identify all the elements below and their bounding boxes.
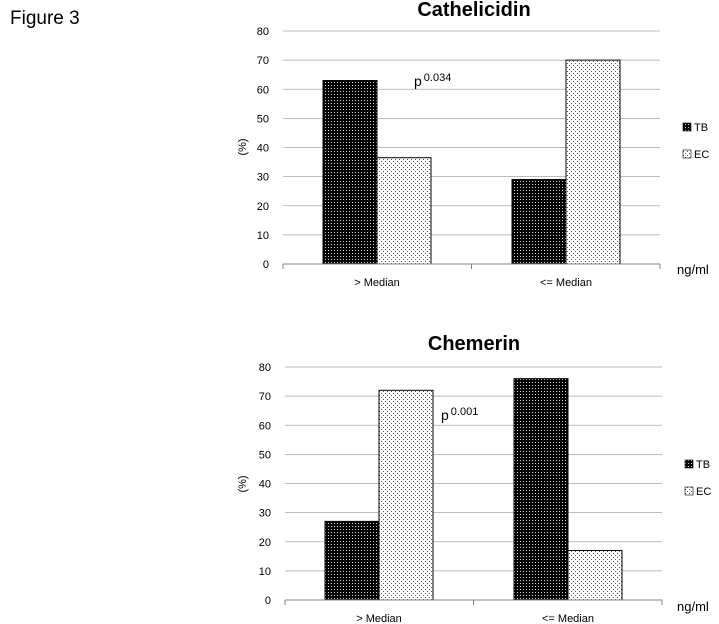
bar-ec-gt-median (376, 157, 432, 265)
legend: TB EC (682, 122, 709, 161)
legend-swatch-ec (682, 149, 692, 159)
legend-label-ec: EC (696, 486, 711, 498)
p-value-annotation: p 0.001 (441, 406, 478, 423)
category-label-le-median: <= Median (540, 277, 592, 289)
legend-label-ec: EC (694, 149, 709, 161)
y-tick-label: 80 (259, 362, 271, 374)
chart-title: Cathelicidin (417, 0, 530, 21)
y-tick-label: 70 (257, 55, 269, 67)
legend-label-tb: TB (694, 122, 708, 134)
y-tick-label: 20 (257, 201, 269, 213)
y-tick-label: 0 (265, 595, 271, 607)
y-tick-label: 60 (259, 420, 271, 432)
bar-tb-gt-median (322, 80, 378, 265)
category-label-gt-median: > Median (356, 613, 402, 624)
x-unit-label: ng/ml (677, 599, 709, 614)
bar-tb-le-median (511, 179, 567, 265)
chemerin-chart: Chemerin 0 10 20 30 40 50 60 70 80 > Median <= M… (237, 333, 711, 624)
y-tick-label: 20 (259, 537, 271, 549)
x-unit-label: ng/ml (677, 262, 709, 277)
y-tick-label: 80 (257, 26, 269, 38)
category-label-le-median: <= Median (542, 613, 594, 624)
bar-ec-gt-median (378, 389, 434, 601)
y-tick-label: 30 (257, 172, 269, 184)
y-tick-label: 10 (259, 566, 271, 578)
y-tick-label: 50 (259, 449, 271, 461)
y-tick-label: 10 (257, 230, 269, 242)
category-label-gt-median: > Median (354, 277, 400, 289)
legend-swatch-tb (684, 459, 694, 469)
legend-swatch-ec (684, 486, 694, 496)
y-tick-label: 0 (263, 259, 269, 271)
figure-label: Figure 3 (10, 8, 80, 29)
y-tick-label: 70 (259, 391, 271, 403)
bar-tb-le-median (513, 378, 569, 601)
y-tick-label: 30 (259, 508, 271, 520)
chart-title: Chemerin (428, 333, 520, 355)
bar-ec-le-median (565, 59, 621, 265)
y-tick-label: 50 (257, 113, 269, 125)
legend-label-tb: TB (696, 459, 710, 471)
legend: TB EC (684, 459, 711, 498)
bar-ec-le-median (567, 549, 623, 601)
y-tick-label: 60 (257, 84, 269, 96)
bar-tb-gt-median (324, 520, 380, 601)
legend-swatch-tb (682, 122, 692, 132)
y-tick-label: 40 (259, 479, 271, 491)
y-axis-label: (%) (237, 475, 249, 492)
y-tick-label: 40 (257, 143, 269, 155)
y-axis-label: (%) (237, 138, 249, 155)
p-value-annotation: p 0.034 (414, 72, 451, 89)
